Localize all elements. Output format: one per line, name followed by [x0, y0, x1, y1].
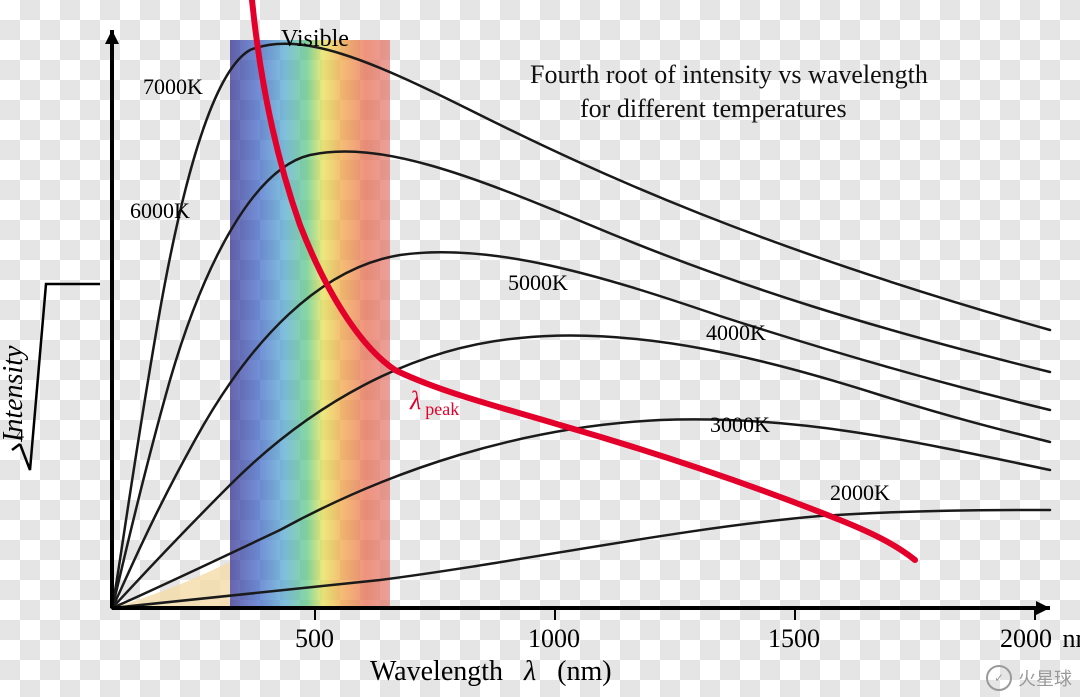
visible-band-label: Visible: [281, 26, 349, 53]
x-axis-label-symbol: λ: [524, 656, 536, 687]
xtick-1500: 1500: [768, 624, 820, 654]
watermark-text: 火星球: [1018, 665, 1072, 691]
svg-text:4: 4: [16, 427, 24, 444]
xtick-500: 500: [295, 624, 334, 654]
curve-label-6000k: 6000K: [130, 198, 190, 224]
lambda-subscript: peak: [421, 399, 459, 419]
curve-label-3000k: 3000K: [710, 412, 770, 438]
curve-label-2000k: 2000K: [830, 480, 890, 506]
watermark: ✓ 火星球: [986, 665, 1072, 691]
y-axis-arrow: [105, 30, 119, 44]
x-axis-label: Wavelength λ (nm): [370, 656, 612, 688]
chart-canvas: Intensity4: [0, 0, 1080, 697]
x-axis-label-text: Wavelength: [370, 656, 503, 687]
chart-title-line2: for different temperatures: [580, 94, 847, 124]
x-axis-label-unit: (nm): [557, 656, 611, 687]
xtick-unit: nm: [1059, 624, 1080, 653]
xtick-2000: 2000 nm: [1000, 624, 1080, 654]
curve-label-7000k: 7000K: [143, 74, 203, 100]
y-axis-label: Intensity4: [0, 284, 100, 470]
chart-title-line1: Fourth root of intensity vs wavelength: [530, 60, 928, 90]
xtick-1000: 1000: [528, 624, 580, 654]
watermark-icon: ✓: [986, 665, 1012, 691]
curve-label-4000k: 4000K: [706, 320, 766, 346]
lambda-symbol: λ: [410, 386, 421, 415]
svg-text:Intensity: Intensity: [0, 345, 29, 443]
x-axis-arrow: [1036, 601, 1050, 615]
visible-band: [230, 40, 390, 608]
xtick-2000-value: 2000: [1000, 624, 1052, 653]
curve-label-5000k: 5000K: [508, 270, 568, 296]
lambda-peak-label: λpeak: [410, 386, 459, 420]
